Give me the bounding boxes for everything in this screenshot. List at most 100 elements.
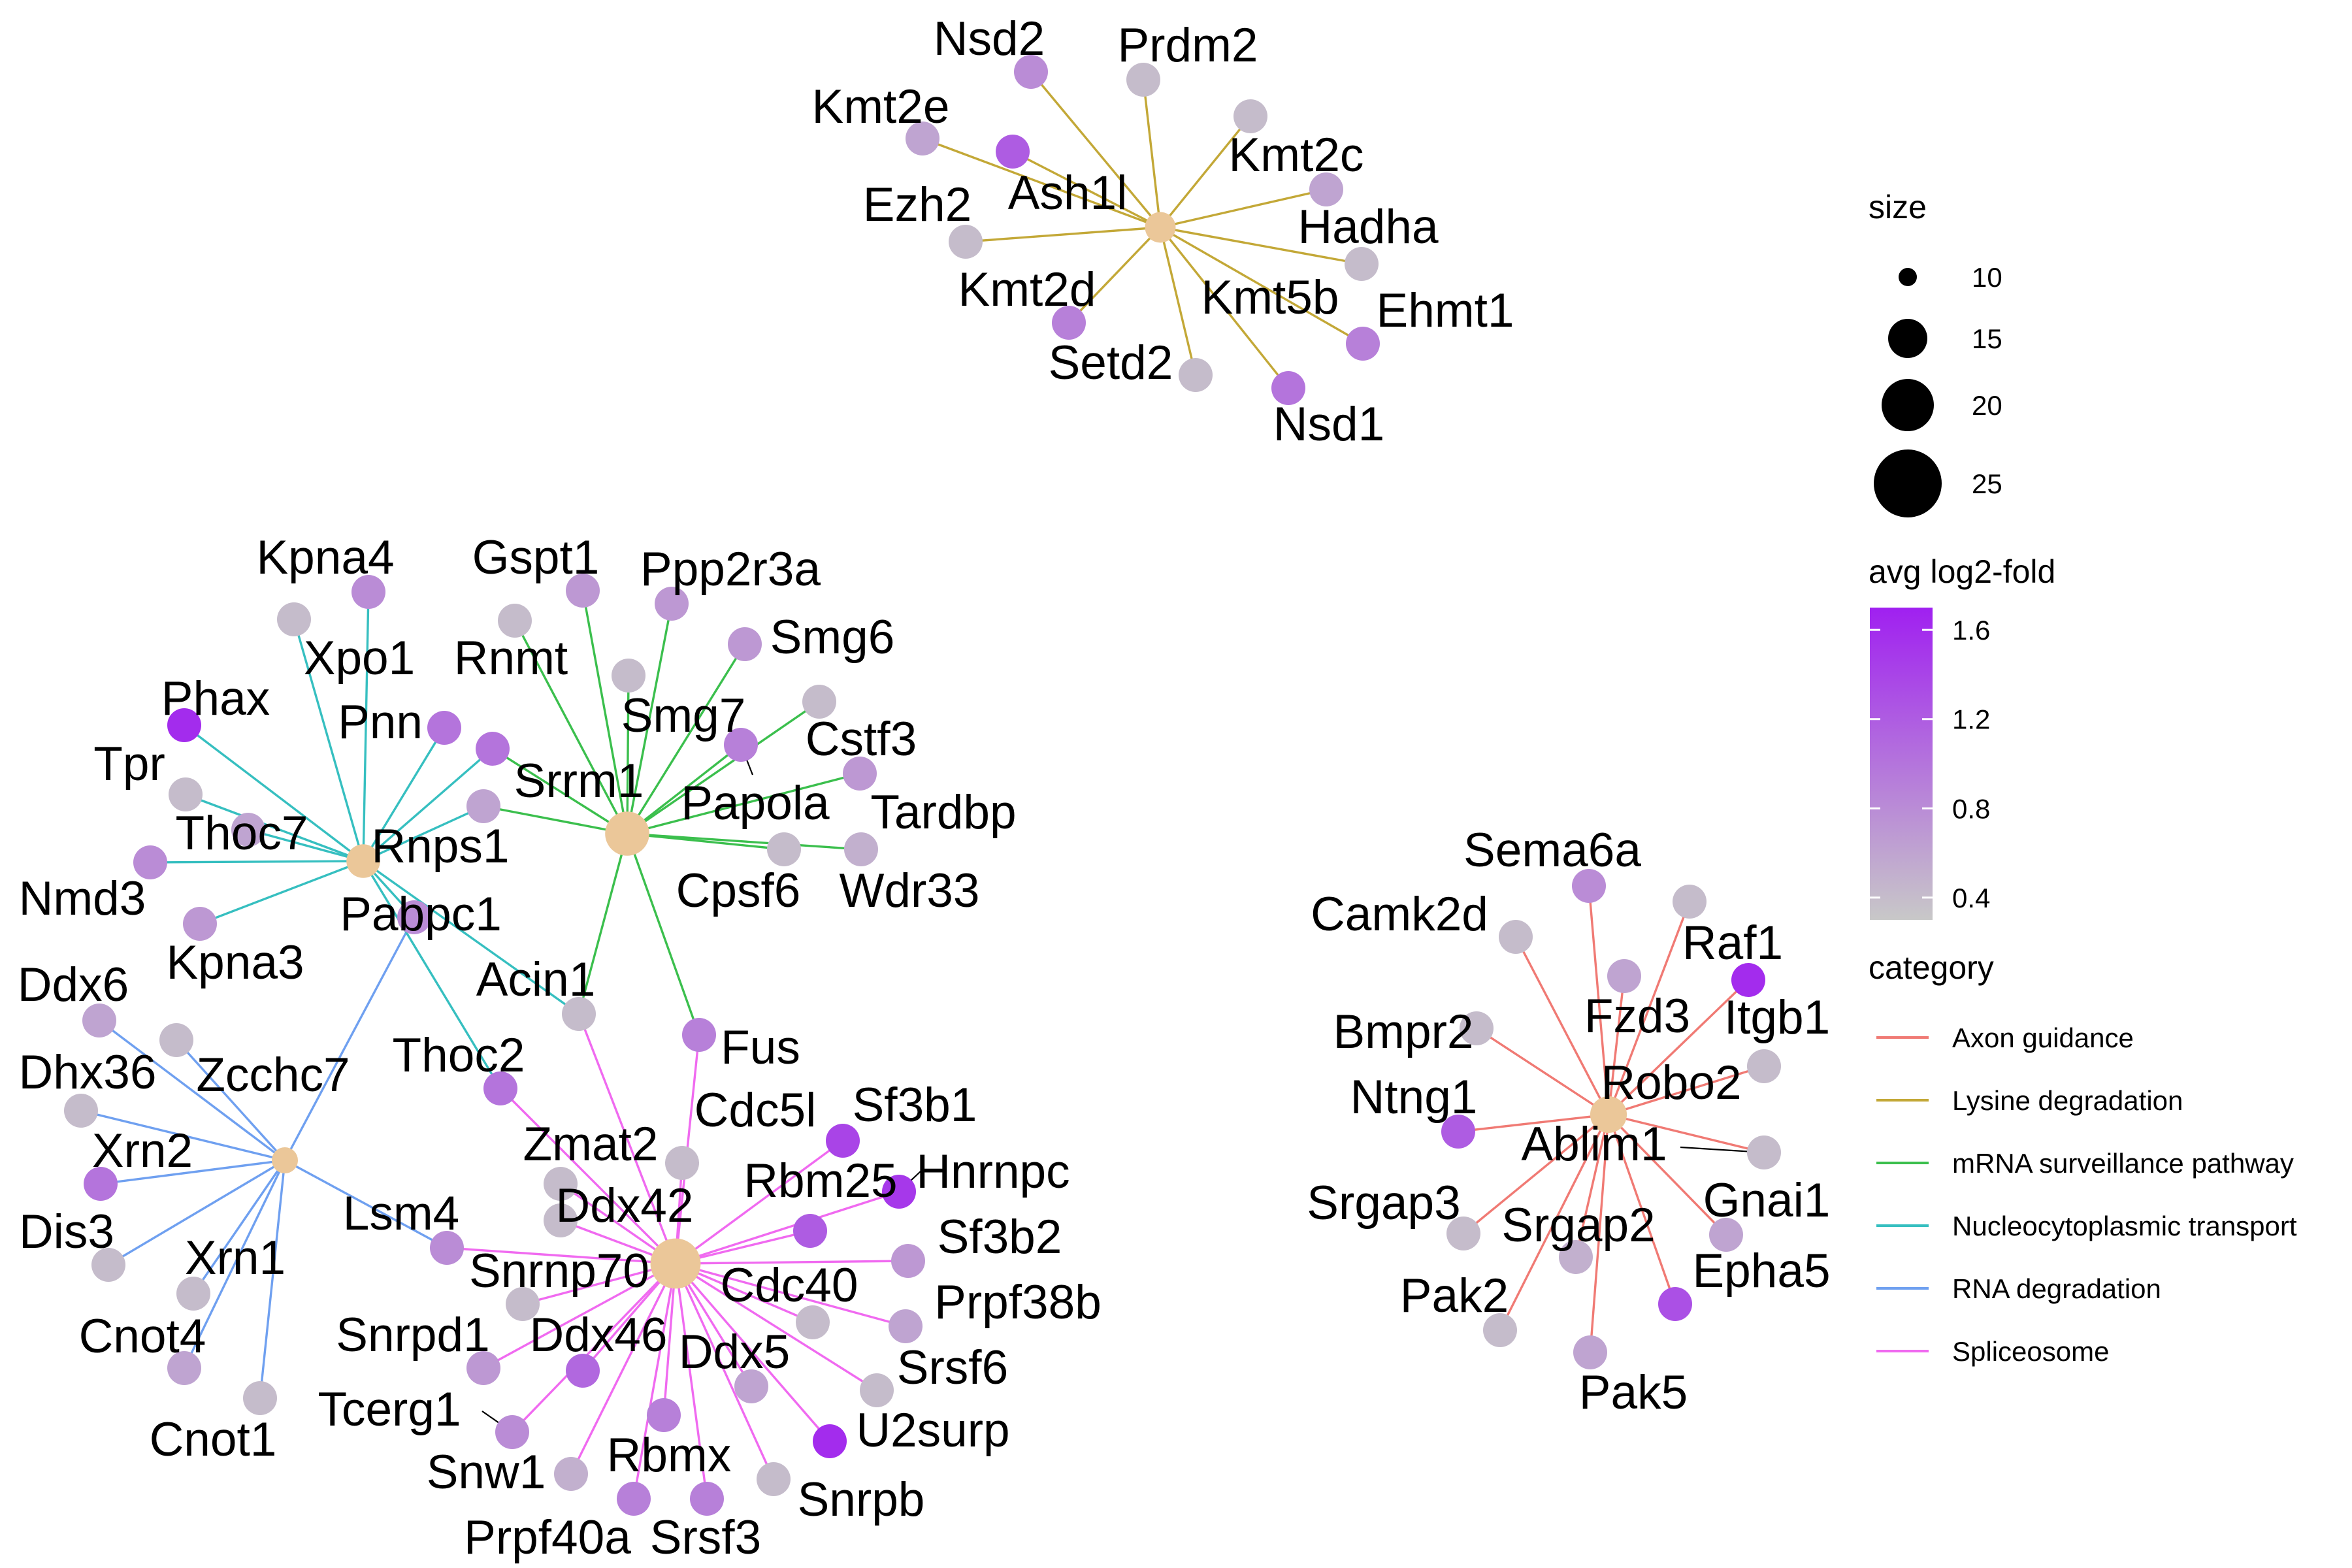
node-labels: Nsd2 Prdm2 Kmt2e Kmt2c Ash1l Ezh2 Hadha Kmt2d Km… xyxy=(18,12,1831,1564)
legend: size 10 15 20 25 avg log2-fold 1.6 1.2 0.8 0.4… xyxy=(1869,189,2297,1367)
gene-label-ddx5: Ddx5 xyxy=(679,1326,790,1379)
size-legend-dot-10 xyxy=(1899,268,1917,286)
edge-splice-snrnp70 xyxy=(522,1262,676,1305)
gene-node-tpr xyxy=(169,777,203,811)
category-hub-splice xyxy=(650,1238,701,1289)
gene-label-prpf38b: Prpf38b xyxy=(934,1276,1102,1329)
edge-rnadeg-xrn2 xyxy=(100,1159,286,1185)
gene-node-hadha xyxy=(1309,172,1343,206)
gene-node-sf3b1 xyxy=(826,1124,860,1158)
gene-node-smg6 xyxy=(728,627,762,661)
gene-node-kpna4 xyxy=(351,575,385,609)
gene-label-cstf3: Cstf3 xyxy=(806,713,917,766)
gene-node-srsf6 xyxy=(860,1373,894,1407)
edge-axon-gnai1 xyxy=(1607,1113,1727,1236)
edge-lysine-nsd2 xyxy=(1030,71,1162,229)
gene-node-zcchc7 xyxy=(159,1023,193,1057)
gene-node-sema6a xyxy=(1572,869,1606,903)
gene-node-ablim1 xyxy=(1747,1135,1781,1169)
gene-node-cpsf6 xyxy=(767,832,801,866)
gene-node-fzd3 xyxy=(1607,959,1641,993)
gene-label-wdr33: Wdr33 xyxy=(839,864,979,917)
gene-node-xrn2 xyxy=(84,1167,118,1201)
gene-label-pabpc1: Pabpc1 xyxy=(340,888,502,941)
category-hub-rnadeg xyxy=(272,1147,298,1173)
gene-node-rnps1 xyxy=(466,789,500,823)
gene-node-epha5 xyxy=(1658,1287,1692,1321)
gene-node-cstf3 xyxy=(802,685,836,719)
gene-node-wdr33 xyxy=(844,832,878,866)
gene-node-hnrnpc xyxy=(882,1175,916,1209)
size-legend-dot-20 xyxy=(1882,379,1934,431)
edge-lysine-hadha xyxy=(1160,188,1327,229)
size-legend-label-10: 10 xyxy=(1972,262,2002,293)
edge-nucleo-nmd3 xyxy=(150,860,364,864)
category-label-splice: Spliceosome xyxy=(1952,1336,2109,1367)
gene-label-tardbp: Tardbp xyxy=(870,786,1016,839)
gene-label-ddx6: Ddx6 xyxy=(18,958,129,1011)
gene-label-kmt2c: Kmt2c xyxy=(1229,129,1364,182)
edge-splice-u2surp xyxy=(674,1262,831,1443)
category-hub-axon xyxy=(1590,1096,1627,1134)
size-legend-label-20: 20 xyxy=(1972,390,2002,421)
gene-node-kmt2c xyxy=(1233,99,1267,133)
gene-label-prdm2: Prdm2 xyxy=(1117,19,1258,72)
color-tick-label: 1.2 xyxy=(1952,704,1990,735)
edge-lysine-ezh2 xyxy=(965,226,1161,243)
gene-node-sf3b2 xyxy=(891,1244,925,1278)
edge-axon-bmpr2 xyxy=(1476,1027,1609,1116)
gene-label-nsd1: Nsd1 xyxy=(1273,398,1384,451)
gene-node-smg7 xyxy=(612,659,645,693)
edge-rnadeg-cnot4 xyxy=(183,1160,286,1369)
edge-rnadeg-dhx36 xyxy=(80,1109,286,1162)
gene-label-tcerg1: Tcerg1 xyxy=(318,1383,461,1436)
edge-axon-camk2d xyxy=(1514,936,1610,1115)
edge-mrna-tardbp xyxy=(627,772,860,835)
edge-rnadeg-ddx6 xyxy=(98,1019,286,1162)
network-edges xyxy=(80,71,1765,1499)
gene-label-ddx46: Ddx46 xyxy=(529,1309,667,1362)
gene-node-ddx42 xyxy=(544,1203,578,1237)
gene-node-srrm1 xyxy=(476,732,510,766)
gene-node-kmt5b xyxy=(1345,247,1379,281)
gene-node-kmt2d xyxy=(1052,306,1086,340)
edge-axon-robo2 xyxy=(1608,1065,1765,1116)
edge-axon-ablim1 xyxy=(1608,1113,1765,1154)
gene-label-rbm25: Rbm25 xyxy=(743,1154,897,1207)
color-tick-label: 0.4 xyxy=(1952,883,1990,913)
gene-node-ddx46 xyxy=(566,1354,600,1388)
gene-node-fus xyxy=(682,1018,716,1052)
gene-node-snw1 xyxy=(554,1457,588,1491)
gene-label-xrn2: Xrn2 xyxy=(92,1124,193,1177)
edge-rnadeg-xrn1 xyxy=(192,1160,286,1294)
gene-node-raf1 xyxy=(1673,885,1707,919)
gene-label-ehmt1: Ehmt1 xyxy=(1377,284,1514,337)
edge-axon-srgap3 xyxy=(1462,1113,1610,1235)
gene-node-cnot4 xyxy=(167,1351,201,1385)
edge-lysine-kmt5b xyxy=(1160,226,1362,265)
gene-label-ddx42: Ddx42 xyxy=(555,1179,693,1232)
edge-lysine-nsd1 xyxy=(1159,226,1290,389)
gene-label-dhx36: Dhx36 xyxy=(18,1046,156,1099)
edge-nucleo-xpo1 xyxy=(293,619,365,862)
edge-axon-pak5 xyxy=(1589,1114,1610,1353)
gene-node-cnot1 xyxy=(243,1381,277,1415)
gene-label-ablim1: Ablim1 xyxy=(1521,1118,1667,1171)
edge-rnadeg-zcchc7 xyxy=(175,1039,286,1162)
gene-label-fzd3: Fzd3 xyxy=(1584,990,1690,1043)
gene-node-acin1 xyxy=(562,997,596,1031)
gene-label-snrpb: Snrpb xyxy=(798,1473,925,1526)
gene-label-snw1: Snw1 xyxy=(427,1446,546,1499)
category-hub-mrna xyxy=(605,811,649,856)
gene-node-pak5 xyxy=(1573,1335,1607,1369)
gene-node-srgap2 xyxy=(1559,1240,1593,1274)
category-hub-lysine xyxy=(1145,212,1176,243)
gene-label-sf3b1: Sf3b1 xyxy=(853,1079,977,1132)
gene-node-ezh2 xyxy=(949,225,983,259)
gene-label-srsf3: Srsf3 xyxy=(650,1511,761,1564)
edge-splice-snrpb xyxy=(674,1263,775,1480)
gene-label-rnps1: Rnps1 xyxy=(371,820,509,873)
gene-label-xpo1: Xpo1 xyxy=(304,632,416,685)
gene-node-lsm4 xyxy=(430,1231,464,1265)
